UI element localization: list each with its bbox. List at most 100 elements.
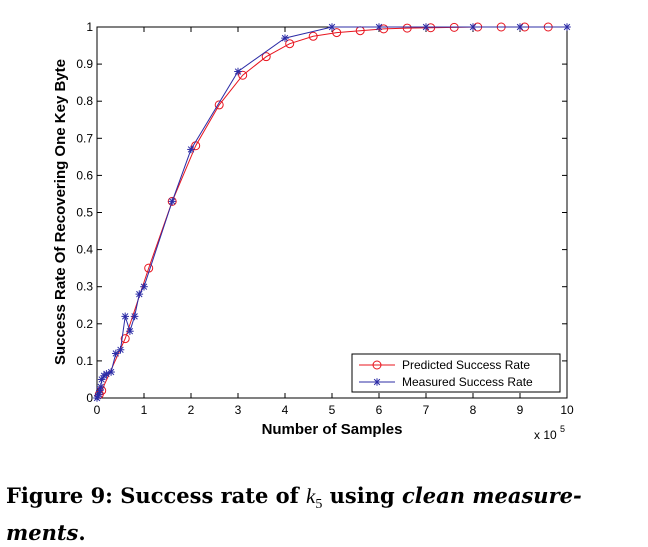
legend-label: Measured Success Rate bbox=[402, 375, 533, 389]
star-stroke bbox=[140, 283, 148, 290]
star-stroke bbox=[516, 23, 524, 31]
y-axis-ticks: 0 0.1 0.2 0.3 0.4 0.5 0.6 0.7 0.8 0.9 1 bbox=[76, 20, 567, 405]
caption-emph-line2: ments bbox=[6, 520, 79, 546]
legend: Predicted Success Rate Measured Success R… bbox=[351, 353, 561, 393]
y-axis-label: Success Rate Of Recovering One Key Byte bbox=[52, 59, 69, 365]
star-stroke bbox=[126, 328, 134, 335]
caption-math: k5 bbox=[306, 484, 322, 512]
legend-label: Predicted Success Rate bbox=[402, 358, 530, 372]
y-tick-label: 0.1 bbox=[76, 354, 93, 368]
star-stroke bbox=[121, 313, 129, 320]
star-stroke bbox=[107, 368, 115, 376]
x-tick-label: 10 bbox=[560, 403, 574, 417]
x-axis-multiplier-exponent: 5 bbox=[560, 424, 565, 434]
x-tick-label: 6 bbox=[376, 403, 383, 417]
data-point bbox=[135, 290, 144, 298]
series-2 bbox=[93, 23, 571, 402]
y-tick-label: 0.7 bbox=[76, 131, 93, 145]
plot-frame bbox=[96, 26, 568, 399]
caption-text-before: Success rate of bbox=[120, 483, 299, 508]
data-point bbox=[238, 70, 248, 80]
data-point bbox=[168, 197, 176, 206]
x-tick-label: 5 bbox=[329, 403, 336, 417]
star-stroke bbox=[422, 23, 430, 31]
data-point bbox=[96, 383, 105, 391]
data-point bbox=[379, 24, 389, 34]
caption-emph-line1: clean measure- bbox=[401, 483, 582, 508]
y-tick-label: 0.5 bbox=[76, 206, 93, 220]
legend-item: Predicted Success Rate bbox=[359, 358, 530, 372]
star-stroke bbox=[168, 198, 176, 205]
y-tick-label: 0.4 bbox=[76, 243, 93, 257]
data-point bbox=[130, 312, 139, 321]
x-tick-label: 3 bbox=[235, 403, 242, 417]
data-point bbox=[261, 52, 271, 62]
data-point bbox=[332, 28, 342, 38]
data-point bbox=[107, 368, 115, 376]
data-point bbox=[121, 312, 129, 321]
star-stroke bbox=[131, 313, 138, 320]
star-stroke bbox=[469, 23, 477, 31]
legend-marker bbox=[372, 360, 382, 370]
x-axis-ticks: 0 1 2 3 4 5 6 7 8 9 10 bbox=[94, 27, 574, 417]
star-stroke bbox=[563, 23, 571, 31]
star-stroke bbox=[112, 350, 120, 357]
data-point bbox=[516, 23, 524, 31]
star-stroke bbox=[97, 383, 104, 391]
star-stroke bbox=[136, 290, 143, 298]
y-tick-label: 0.3 bbox=[76, 280, 93, 294]
x-axis-multiplier: x 10 5 bbox=[534, 424, 565, 442]
caption-end: . bbox=[78, 520, 86, 546]
data-point bbox=[563, 23, 571, 31]
star-stroke bbox=[95, 391, 103, 398]
legend-item: Measured Success Rate bbox=[359, 375, 533, 389]
y-tick-label: 0 bbox=[86, 391, 93, 405]
data-point bbox=[469, 23, 477, 31]
data-point bbox=[112, 349, 120, 358]
data-point bbox=[116, 345, 125, 354]
x-tick-label: 8 bbox=[470, 403, 477, 417]
y-tick-label: 0.8 bbox=[76, 94, 93, 108]
data-point bbox=[285, 39, 295, 49]
data-point bbox=[281, 34, 289, 42]
caption-math-sub: 5 bbox=[315, 497, 323, 513]
y-tick-label: 0.2 bbox=[76, 317, 93, 331]
x-axis-multiplier-base: x 10 bbox=[534, 428, 557, 442]
caption-label: Figure 9: bbox=[6, 483, 113, 508]
data-point bbox=[234, 67, 242, 76]
data-point bbox=[375, 23, 383, 31]
data-point bbox=[140, 282, 148, 291]
data-point bbox=[214, 100, 224, 110]
caption-text-mid: using bbox=[329, 483, 395, 508]
plot-area bbox=[96, 26, 568, 399]
x-tick-label: 1 bbox=[141, 403, 148, 417]
x-tick-label: 9 bbox=[517, 403, 524, 417]
x-tick-label: 4 bbox=[282, 403, 289, 417]
series-group bbox=[93, 22, 571, 402]
x-tick-label: 2 bbox=[188, 403, 195, 417]
y-tick-label: 1 bbox=[86, 20, 93, 34]
data-point bbox=[120, 334, 130, 344]
star-stroke bbox=[96, 387, 104, 394]
star-stroke bbox=[187, 146, 195, 153]
star-stroke bbox=[328, 23, 336, 31]
star-stroke bbox=[375, 23, 383, 31]
star-stroke bbox=[117, 346, 124, 353]
data-point bbox=[402, 23, 412, 33]
legend-marker bbox=[373, 378, 381, 386]
data-point bbox=[422, 23, 430, 31]
y-tick-label: 0.9 bbox=[76, 57, 93, 71]
data-point bbox=[308, 31, 318, 41]
legend-box bbox=[351, 353, 561, 393]
data-point bbox=[95, 390, 103, 399]
data-point bbox=[126, 327, 134, 336]
x-tick-label: 0 bbox=[94, 403, 101, 417]
x-tick-label: 7 bbox=[423, 403, 430, 417]
caption-math-var: k bbox=[306, 484, 316, 508]
star-stroke bbox=[373, 378, 381, 386]
x-axis-label: Number of Samples bbox=[262, 421, 403, 438]
star-stroke bbox=[281, 34, 289, 42]
data-point bbox=[167, 196, 177, 206]
data-point bbox=[328, 23, 336, 31]
